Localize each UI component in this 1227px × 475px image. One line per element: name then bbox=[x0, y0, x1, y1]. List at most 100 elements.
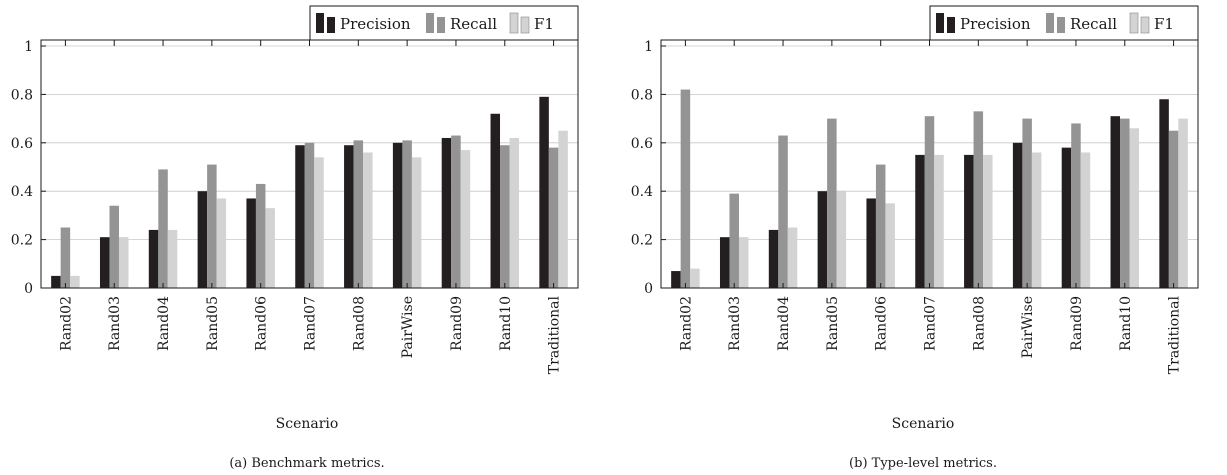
bar-recall-rand04 bbox=[778, 135, 788, 288]
bar-precision-pairwise bbox=[392, 142, 403, 288]
bar-recall-rand09 bbox=[451, 135, 461, 288]
x-tick-label: Traditional bbox=[547, 295, 563, 374]
bar-f1-rand08 bbox=[363, 152, 373, 288]
bar-precision-rand09 bbox=[1061, 147, 1072, 288]
bar-precision-rand09 bbox=[441, 137, 452, 288]
x-tick-label: PairWise bbox=[400, 296, 416, 358]
x-tick-label: Rand05 bbox=[205, 296, 221, 351]
bar-precision-rand05 bbox=[817, 191, 828, 288]
legend-label-recall: Recall bbox=[450, 15, 497, 33]
y-tick-label: 0.6 bbox=[11, 136, 33, 152]
legend-swatch-recall bbox=[437, 17, 445, 33]
y-tick-label: 0.2 bbox=[631, 233, 653, 249]
bar-f1-rand02 bbox=[690, 268, 700, 288]
x-axis-label: Scenario bbox=[276, 416, 339, 432]
bar-f1-rand02 bbox=[70, 275, 80, 288]
legend: Precision Recall F1 bbox=[929, 5, 1199, 41]
bar-precision-rand06 bbox=[866, 198, 876, 288]
bar-recall-rand04 bbox=[158, 169, 168, 288]
x-tick-label: Rand07 bbox=[923, 296, 939, 351]
legend-swatch-recall bbox=[1057, 17, 1065, 33]
bar-precision-rand02 bbox=[671, 271, 681, 288]
legend-swatch-precision bbox=[327, 17, 335, 33]
bar-f1-rand04 bbox=[167, 229, 178, 288]
bar-precision-rand08 bbox=[344, 145, 354, 288]
bar-precision-rand04 bbox=[768, 229, 779, 288]
legend-swatch-precision bbox=[316, 13, 324, 33]
legend-swatch-recall bbox=[1046, 13, 1054, 33]
y-tick-label: 0.4 bbox=[631, 184, 653, 200]
bar-recall-rand10 bbox=[500, 145, 510, 288]
bar-precision-rand05 bbox=[197, 191, 208, 288]
chart-caption: (a) Benchmark metrics. bbox=[229, 456, 384, 471]
bar-recall-rand08 bbox=[973, 111, 984, 288]
bar-f1-rand07 bbox=[934, 154, 944, 288]
bar-recall-rand05 bbox=[207, 164, 217, 288]
bar-f1-rand06 bbox=[265, 208, 275, 288]
legend-swatch-f1 bbox=[1129, 12, 1139, 34]
bar-recall-pairwise bbox=[1022, 118, 1032, 288]
bar-f1-rand04 bbox=[787, 227, 798, 288]
x-tick-label: PairWise bbox=[1020, 296, 1036, 358]
y-tick-label: 0.4 bbox=[11, 184, 33, 200]
bar-precision-rand10 bbox=[490, 113, 501, 288]
bar-precision-rand07 bbox=[295, 145, 305, 288]
bar-recall-rand05 bbox=[827, 118, 837, 288]
y-tick-label: 0.6 bbox=[631, 136, 653, 152]
bar-recall-rand06 bbox=[875, 164, 886, 288]
x-tick-label: Rand06 bbox=[874, 296, 890, 351]
x-tick-label: Rand07 bbox=[303, 296, 319, 351]
legend-swatch-recall bbox=[426, 13, 434, 33]
chart-panel-type-level: 0 0.2 0.4 0.6 0.8 1 Rand02 Rand03 Rand04 Rand05 Ra… bbox=[631, 5, 1199, 471]
bar-recall-rand08 bbox=[353, 140, 364, 288]
bar-precision-traditional bbox=[1159, 99, 1169, 289]
bar-f1-rand05 bbox=[836, 191, 847, 288]
legend-label-precision: Precision bbox=[960, 15, 1031, 33]
legend-swatch-f1 bbox=[520, 16, 530, 34]
bar-precision-pairwise bbox=[1012, 142, 1023, 288]
bar-recall-rand02 bbox=[60, 227, 71, 288]
bar-f1-pairwise bbox=[1031, 152, 1042, 288]
bar-precision-rand10 bbox=[1110, 116, 1121, 289]
x-tick-label: Rand06 bbox=[254, 296, 270, 351]
x-tick-label: Rand05 bbox=[825, 296, 841, 351]
bar-f1-rand06 bbox=[885, 203, 895, 288]
bar-recall-rand07 bbox=[304, 142, 315, 288]
bar-f1-rand03 bbox=[738, 237, 749, 288]
bar-recall-traditional bbox=[548, 147, 559, 288]
x-tick-label: Rand03 bbox=[727, 296, 743, 351]
legend-swatch-f1 bbox=[509, 12, 519, 34]
bar-f1-traditional bbox=[558, 130, 568, 288]
x-tick-label: Rand10 bbox=[498, 296, 514, 351]
bar-recall-rand09 bbox=[1071, 123, 1081, 288]
bar-recall-rand10 bbox=[1120, 118, 1130, 288]
x-axis-label: Scenario bbox=[892, 416, 955, 432]
bar-recall-rand07 bbox=[924, 116, 935, 289]
legend-swatch-precision bbox=[947, 17, 955, 33]
x-tick-label: Rand02 bbox=[58, 296, 74, 351]
x-tick-label: Rand04 bbox=[156, 296, 172, 351]
y-tick-label: 0.8 bbox=[631, 87, 653, 103]
chart-caption: (b) Type-level metrics. bbox=[849, 456, 997, 471]
bar-precision-rand03 bbox=[719, 237, 730, 288]
bar-recall-rand03 bbox=[109, 205, 119, 288]
legend-label-f1: F1 bbox=[534, 15, 554, 33]
bar-precision-traditional bbox=[539, 96, 549, 288]
bar-recall-rand03 bbox=[729, 193, 739, 288]
bar-precision-rand04 bbox=[148, 229, 159, 288]
x-tick-label: Rand08 bbox=[351, 296, 367, 351]
bar-f1-traditional bbox=[1178, 118, 1188, 288]
y-tick-label: 0 bbox=[24, 281, 33, 297]
bar-f1-rand10 bbox=[1129, 128, 1140, 288]
bar-recall-pairwise bbox=[402, 140, 412, 288]
x-tick-label: Rand09 bbox=[449, 296, 465, 351]
bar-precision-rand07 bbox=[915, 154, 925, 288]
x-tick-label: Rand02 bbox=[678, 296, 694, 351]
legend-label-precision: Precision bbox=[340, 15, 411, 33]
bar-recall-rand02 bbox=[680, 89, 691, 288]
bar-precision-rand02 bbox=[51, 275, 61, 288]
bar-f1-rand05 bbox=[216, 198, 227, 288]
x-tick-label: Rand10 bbox=[1118, 296, 1134, 351]
bar-recall-rand06 bbox=[255, 183, 266, 288]
legend-swatch-precision bbox=[936, 13, 944, 33]
